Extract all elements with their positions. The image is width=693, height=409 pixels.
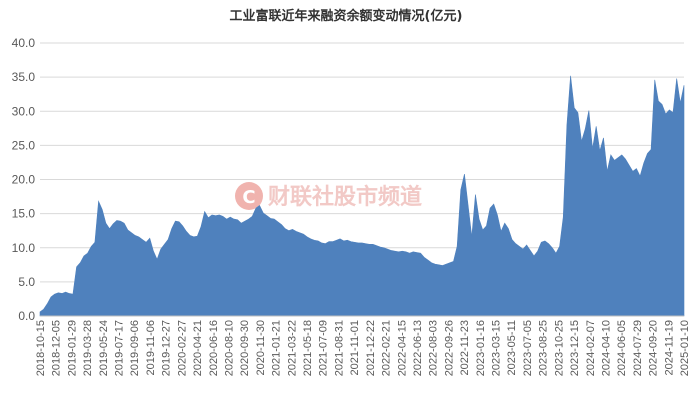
- x-tick-label: 2018-10-15: [35, 320, 47, 376]
- x-tick-label: 2020-08-10: [223, 320, 235, 376]
- y-tick-label: 35.0: [12, 70, 36, 84]
- watermark-logo: [235, 182, 263, 210]
- x-tick-label: 2021-07-09: [318, 320, 330, 376]
- x-tick-label: 2022-02-21: [381, 320, 393, 376]
- x-tick-label: 2024-07-29: [632, 320, 644, 376]
- x-tick-label: 2022-04-15: [396, 320, 408, 376]
- x-tick-label: 2021-03-22: [286, 320, 298, 376]
- x-tick-label: 2019-11-06: [145, 320, 157, 375]
- x-tick-label: 2025-01-10: [679, 320, 691, 376]
- y-tick-label: 15.0: [12, 207, 36, 221]
- y-tick-label: 5.0: [18, 275, 35, 289]
- x-tick-label: 2023-07-05: [522, 320, 534, 376]
- y-tick-label: 30.0: [12, 104, 36, 118]
- x-tick-label: 2020-09-30: [239, 320, 251, 376]
- x-tick-label: 2021-12-22: [365, 320, 377, 376]
- x-tick-label: 2024-06-05: [616, 320, 628, 376]
- x-tick-label: 2024-11-19: [663, 320, 675, 375]
- x-tick-label: 2020-04-21: [192, 320, 204, 376]
- x-tick-label: 2023-08-25: [538, 320, 550, 376]
- chart-title: 工业富联近年来融资余额变动情况(亿元): [230, 8, 463, 24]
- x-tick-label: 2019-03-28: [82, 320, 94, 376]
- y-tick-label: 0.0: [18, 309, 35, 323]
- x-tick-label: 2021-11-01: [349, 320, 361, 375]
- plot-area: [39, 75, 685, 317]
- y-axis: 0.0 5.0 10.0 15.0 20.0 25.0 30.0 35.0 40.0: [12, 36, 36, 323]
- series-area: [39, 75, 685, 317]
- y-tick-label: 25.0: [12, 138, 36, 152]
- x-tick-label: 2024-04-10: [600, 320, 612, 376]
- y-tick-label: 20.0: [12, 173, 36, 187]
- x-tick-label: 2023-05-11: [506, 320, 518, 375]
- x-tick-label: 2019-12-27: [161, 320, 173, 376]
- x-tick-label: 2020-11-30: [255, 320, 267, 375]
- x-tick-label: 2022-06-13: [412, 320, 424, 376]
- x-tick-label: 2019-07-17: [114, 320, 126, 376]
- watermark: C 财联社股市频道: [235, 182, 422, 210]
- x-tick-label: 2019-09-06: [129, 320, 141, 376]
- x-tick-label: 2024-09-20: [648, 320, 660, 376]
- x-tick-label: 2022-09-26: [443, 320, 455, 376]
- x-tick-label: 2024-02-07: [585, 320, 597, 376]
- x-tick-label: 2022-08-03: [428, 320, 440, 376]
- x-tick-label: 2022-11-23: [459, 320, 471, 375]
- x-tick-label: 2019-01-29: [66, 320, 78, 376]
- y-tick-label: 40.0: [12, 36, 36, 50]
- x-tick-label: 2023-10-25: [553, 320, 565, 376]
- x-tick-label: 2023-12-15: [569, 320, 581, 376]
- y-tick-label: 10.0: [12, 241, 36, 255]
- x-tick-label: 2018-12-05: [51, 320, 63, 376]
- x-tick-label: 2020-02-27: [176, 320, 188, 376]
- watermark-text: 财联社股市频道: [268, 184, 422, 210]
- x-tick-label: 2023-03-15: [491, 320, 503, 376]
- x-tick-label: 2019-05-24: [98, 320, 110, 376]
- x-tick-label: 2023-01-16: [475, 320, 487, 376]
- x-tick-label: 2021-01-21: [271, 320, 283, 376]
- x-tick-label: 2021-08-31: [333, 320, 345, 376]
- watermark-logo-letter: C: [242, 187, 255, 208]
- x-tick-label: 2020-06-16: [208, 320, 220, 376]
- x-axis: 2018-10-15 2018-12-05 2019-01-29 2019-03-28…: [35, 315, 691, 376]
- x-tick-label: 2021-05-18: [302, 320, 314, 376]
